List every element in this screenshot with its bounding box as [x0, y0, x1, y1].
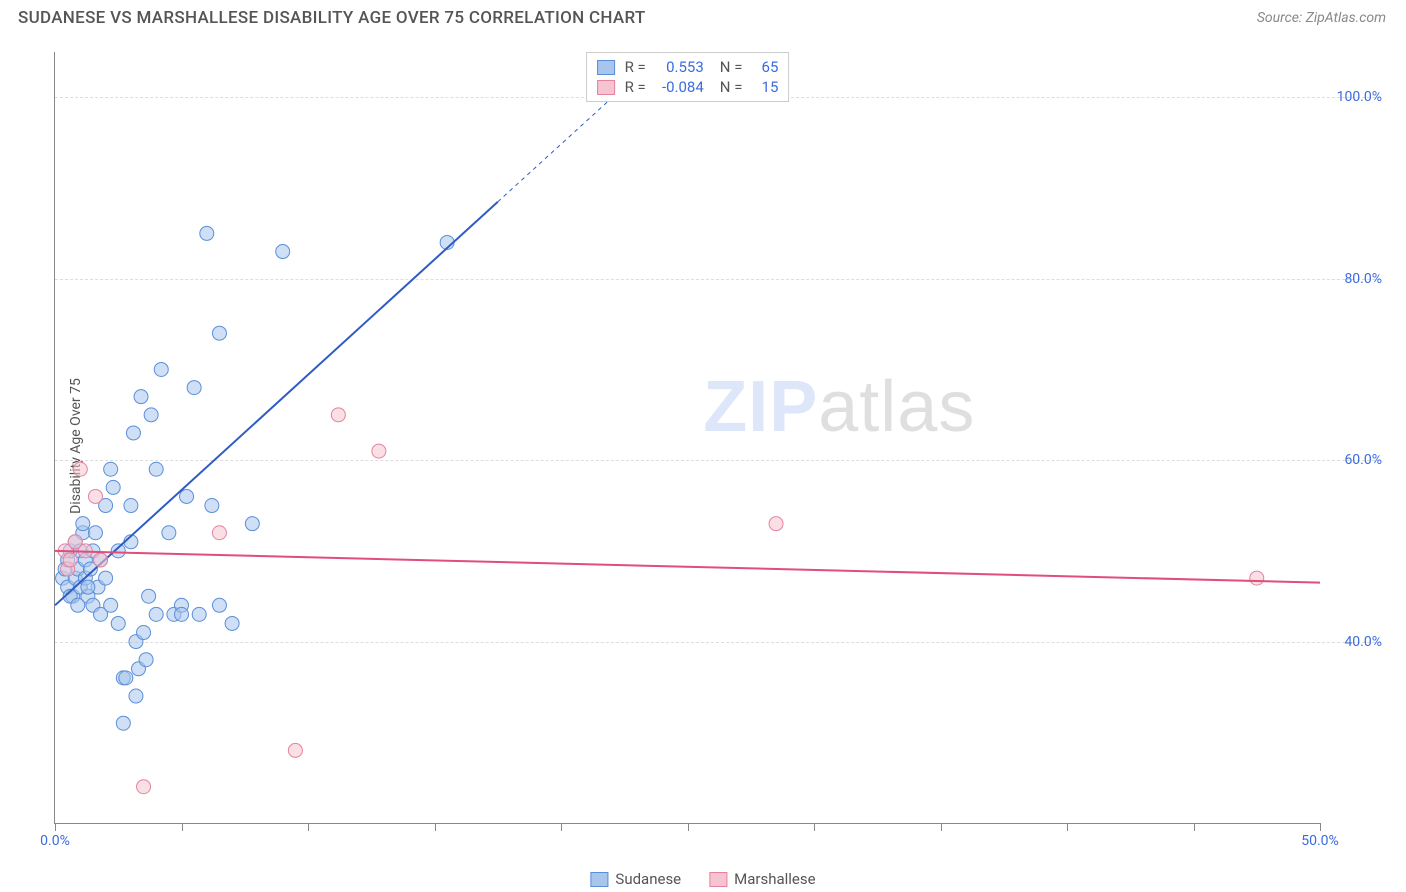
x-tick [941, 823, 942, 831]
data-point [331, 408, 345, 422]
data-point [276, 245, 290, 259]
data-point [200, 226, 214, 240]
data-point [149, 462, 163, 476]
data-point [1250, 571, 1264, 585]
data-point [139, 653, 153, 667]
data-point [137, 626, 151, 640]
data-point [180, 489, 194, 503]
y-tick-label: 100.0% [1337, 89, 1382, 105]
series-legend-label: Marshallese [734, 870, 815, 888]
x-tick [308, 823, 309, 831]
x-tick [55, 823, 56, 831]
r-label: R = [625, 58, 646, 76]
x-tick-label: 50.0% [1301, 833, 1339, 849]
data-point [154, 362, 168, 376]
data-point [769, 517, 783, 531]
data-point [73, 462, 87, 476]
x-tick [561, 823, 562, 831]
correlation-legend: R = 0.553 N = 65 R = -0.084 N = 15 [586, 52, 790, 102]
data-point [288, 743, 302, 757]
x-tick [688, 823, 689, 831]
data-point [63, 553, 77, 567]
data-point [111, 616, 125, 630]
data-point [212, 526, 226, 540]
data-point [129, 689, 143, 703]
data-point [99, 571, 113, 585]
x-tick [435, 823, 436, 831]
source-attribution: Source: ZipAtlas.com [1257, 10, 1386, 26]
x-tick-label: 0.0% [40, 833, 70, 849]
data-point [104, 462, 118, 476]
legend-swatch [709, 872, 727, 887]
r-label: R = [625, 78, 646, 96]
x-tick [1067, 823, 1068, 831]
x-tick [182, 823, 183, 831]
data-point [81, 580, 95, 594]
legend-swatch [590, 872, 608, 887]
correlation-legend-row: R = 0.553 N = 65 [597, 57, 779, 77]
n-label: N = [720, 58, 743, 76]
n-value: 15 [750, 78, 778, 96]
data-point [225, 616, 239, 630]
scatter-plot-svg [55, 52, 1320, 823]
data-point [192, 607, 206, 621]
chart-container: Disability Age Over 75 ZIPatlas R =0.553… [18, 40, 1388, 852]
data-point [71, 598, 85, 612]
data-point [104, 598, 118, 612]
y-tick-label: 60.0% [1344, 452, 1382, 468]
data-point [88, 489, 102, 503]
data-point [212, 326, 226, 340]
data-point [94, 553, 108, 567]
r-value: 0.553 [654, 58, 704, 76]
data-point [205, 499, 219, 513]
legend-swatch [597, 80, 615, 95]
trend-line [55, 202, 498, 605]
series-legend-item: Sudanese [590, 870, 681, 888]
data-point [175, 607, 189, 621]
data-point [245, 517, 259, 531]
correlation-legend-row: R = -0.084 N = 15 [597, 77, 779, 97]
plot-area: ZIPatlas R =0.553N =65R =-0.084N =15 40.… [54, 52, 1320, 824]
trend-line [55, 551, 1320, 583]
data-point [144, 408, 158, 422]
data-point [187, 381, 201, 395]
data-point [76, 517, 90, 531]
data-point [372, 444, 386, 458]
data-point [212, 598, 226, 612]
r-value: -0.084 [654, 78, 704, 96]
data-point [162, 526, 176, 540]
series-legend-label: Sudanese [615, 870, 681, 888]
data-point [142, 589, 156, 603]
data-point [106, 480, 120, 494]
data-point [119, 671, 133, 685]
n-label: N = [720, 78, 743, 96]
y-tick-label: 40.0% [1344, 634, 1382, 650]
n-value: 65 [750, 58, 778, 76]
legend-swatch [597, 60, 615, 75]
y-tick-label: 80.0% [1344, 271, 1382, 287]
series-legend-item: Marshallese [709, 870, 815, 888]
data-point [126, 426, 140, 440]
x-tick [1320, 823, 1321, 831]
x-tick [814, 823, 815, 831]
data-point [134, 390, 148, 404]
data-point [116, 716, 130, 730]
data-point [88, 526, 102, 540]
data-point [149, 607, 163, 621]
series-legend: Sudanese Marshallese [590, 870, 815, 888]
data-point [137, 780, 151, 794]
x-tick [1194, 823, 1195, 831]
chart-title: SUDANESE VS MARSHALLESE DISABILITY AGE O… [18, 8, 646, 28]
data-point [124, 499, 138, 513]
